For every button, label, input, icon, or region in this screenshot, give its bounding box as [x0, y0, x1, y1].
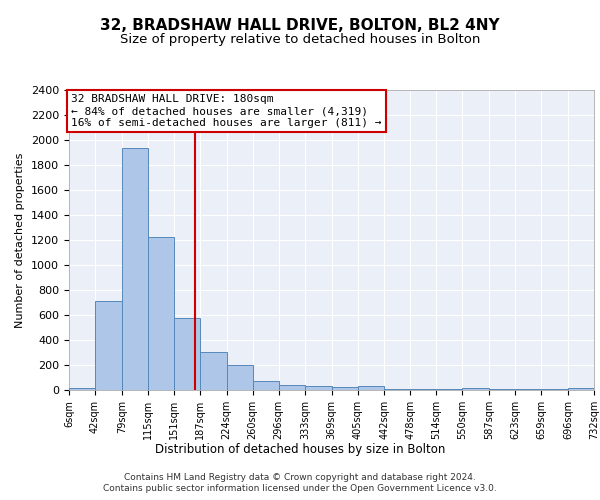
Text: Contains public sector information licensed under the Open Government Licence v3: Contains public sector information licen… [103, 484, 497, 493]
Text: Distribution of detached houses by size in Bolton: Distribution of detached houses by size … [155, 442, 445, 456]
Bar [279, 385, 305, 390]
Bar [227, 365, 253, 390]
Bar [463, 388, 489, 390]
Bar [305, 386, 331, 390]
Bar [358, 386, 384, 390]
Bar [148, 237, 174, 390]
Text: 32, BRADSHAW HALL DRIVE, BOLTON, BL2 4NY: 32, BRADSHAW HALL DRIVE, BOLTON, BL2 4NY [100, 18, 500, 32]
Bar [69, 388, 95, 390]
Bar [253, 380, 279, 390]
Bar [95, 301, 122, 390]
Y-axis label: Number of detached properties: Number of detached properties [16, 152, 25, 328]
Bar [200, 352, 227, 390]
Bar [331, 387, 358, 390]
Text: Size of property relative to detached houses in Bolton: Size of property relative to detached ho… [120, 32, 480, 46]
Bar [174, 318, 200, 390]
Text: 32 BRADSHAW HALL DRIVE: 180sqm
← 84% of detached houses are smaller (4,319)
16% : 32 BRADSHAW HALL DRIVE: 180sqm ← 84% of … [71, 94, 382, 128]
Text: Contains HM Land Registry data © Crown copyright and database right 2024.: Contains HM Land Registry data © Crown c… [124, 472, 476, 482]
Bar [568, 388, 594, 390]
Bar [122, 148, 148, 390]
